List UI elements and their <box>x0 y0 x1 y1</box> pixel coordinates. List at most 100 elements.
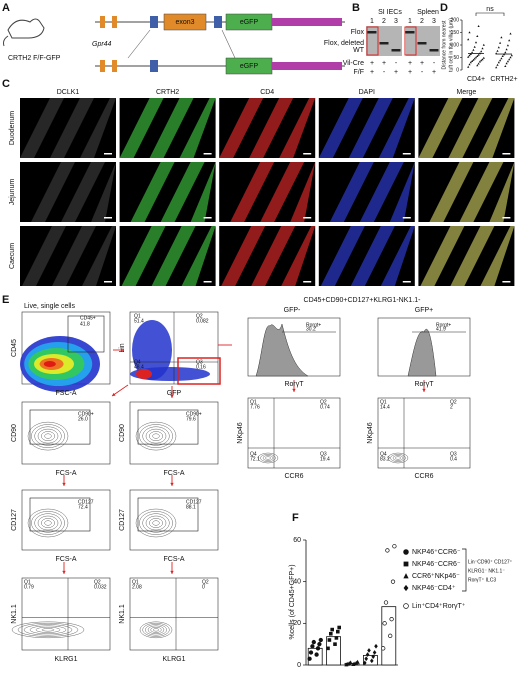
tissue-fold <box>389 162 415 222</box>
point <box>477 62 480 65</box>
label: RorγT <box>414 381 434 388</box>
contour <box>262 455 274 461</box>
point <box>314 652 319 657</box>
label: Flox, deleted <box>324 40 364 47</box>
label: Q3 <box>196 359 203 365</box>
tissue-fold <box>450 226 495 286</box>
tissue-fold <box>459 162 504 222</box>
tissue-fold <box>121 226 166 286</box>
tissue-fold <box>348 98 393 158</box>
gate <box>177 357 221 385</box>
label: SI IECs <box>378 9 402 16</box>
contour <box>149 518 163 528</box>
label: 88.1 <box>186 504 196 510</box>
x-tick-label: CRTH2+ <box>490 76 517 83</box>
label: 1 <box>370 18 374 25</box>
density <box>136 369 152 379</box>
contour <box>145 515 167 531</box>
arrow-head <box>120 348 124 352</box>
tissue-fold <box>350 226 395 286</box>
label: Q4 <box>134 359 141 365</box>
point <box>390 579 396 584</box>
point <box>336 629 340 634</box>
point <box>506 60 509 63</box>
label: 26.0 <box>78 416 88 422</box>
point <box>367 648 371 653</box>
gel-band <box>391 49 401 52</box>
point <box>329 631 333 636</box>
tissue-fold <box>249 98 294 158</box>
arrow-head <box>62 482 66 486</box>
exon <box>100 16 105 28</box>
point <box>481 58 484 61</box>
point <box>330 627 334 632</box>
point <box>496 63 499 66</box>
tissue-fold <box>119 98 164 158</box>
label: - <box>421 69 424 76</box>
arrow-head <box>422 388 426 392</box>
point <box>467 65 470 68</box>
tissue-fold <box>230 162 275 222</box>
panel-letter: A <box>2 2 10 14</box>
contour <box>34 426 62 446</box>
scale-bar <box>104 153 112 155</box>
tissue-fold <box>448 98 493 158</box>
highlight <box>366 26 379 56</box>
label: NK1.1 <box>11 604 18 624</box>
label: CD45+ <box>80 315 96 321</box>
point <box>327 638 332 642</box>
contour <box>11 621 85 639</box>
label: KLRG1 <box>55 656 78 663</box>
label: 72.1 <box>250 456 260 462</box>
arrow-head <box>112 392 116 396</box>
plot-frame <box>21 401 111 465</box>
point <box>403 573 409 579</box>
bracket-label: Lin⁻CD90⁺ CD127⁺ <box>468 559 513 565</box>
tissue-fold <box>260 162 305 222</box>
label: Q4 <box>250 451 257 457</box>
point <box>472 58 475 61</box>
label: Q2 <box>450 399 457 405</box>
point <box>505 48 508 51</box>
contour <box>260 454 276 462</box>
point <box>315 646 321 651</box>
tissue-fold <box>320 226 365 286</box>
contour <box>387 452 409 464</box>
scale-bar <box>303 153 312 155</box>
tissue-fold <box>329 162 374 222</box>
tissue-fold <box>359 162 404 222</box>
contour <box>142 513 170 533</box>
contour <box>139 621 173 639</box>
point <box>504 51 507 54</box>
label: CCR6 <box>414 473 433 480</box>
label: FCS-A <box>164 470 185 477</box>
point <box>497 61 500 64</box>
label: 0.082 <box>196 318 209 324</box>
scale-bar <box>203 217 212 219</box>
point <box>468 54 471 57</box>
y-tick-label: 150 <box>451 30 460 36</box>
label: Q1 <box>380 399 387 405</box>
panel-letter: B <box>352 2 360 14</box>
point <box>337 625 341 630</box>
contour <box>135 508 177 538</box>
tissue-fold <box>480 226 515 286</box>
point <box>311 639 316 645</box>
point <box>509 56 512 59</box>
label: Q2 <box>94 579 101 585</box>
point <box>382 621 387 626</box>
point <box>482 56 485 59</box>
y-tick-label: 200 <box>451 17 460 23</box>
gel-band <box>367 31 377 34</box>
gel-band <box>429 49 439 52</box>
tissue-fold <box>61 162 105 222</box>
label: + <box>370 60 374 67</box>
contour <box>29 625 67 635</box>
point <box>500 36 503 39</box>
label: 72.4 <box>78 504 88 510</box>
contour <box>17 622 79 637</box>
label: 19.4 <box>320 456 330 462</box>
label: F/F <box>354 69 365 76</box>
point <box>333 642 337 646</box>
label: Q2 <box>196 313 203 319</box>
